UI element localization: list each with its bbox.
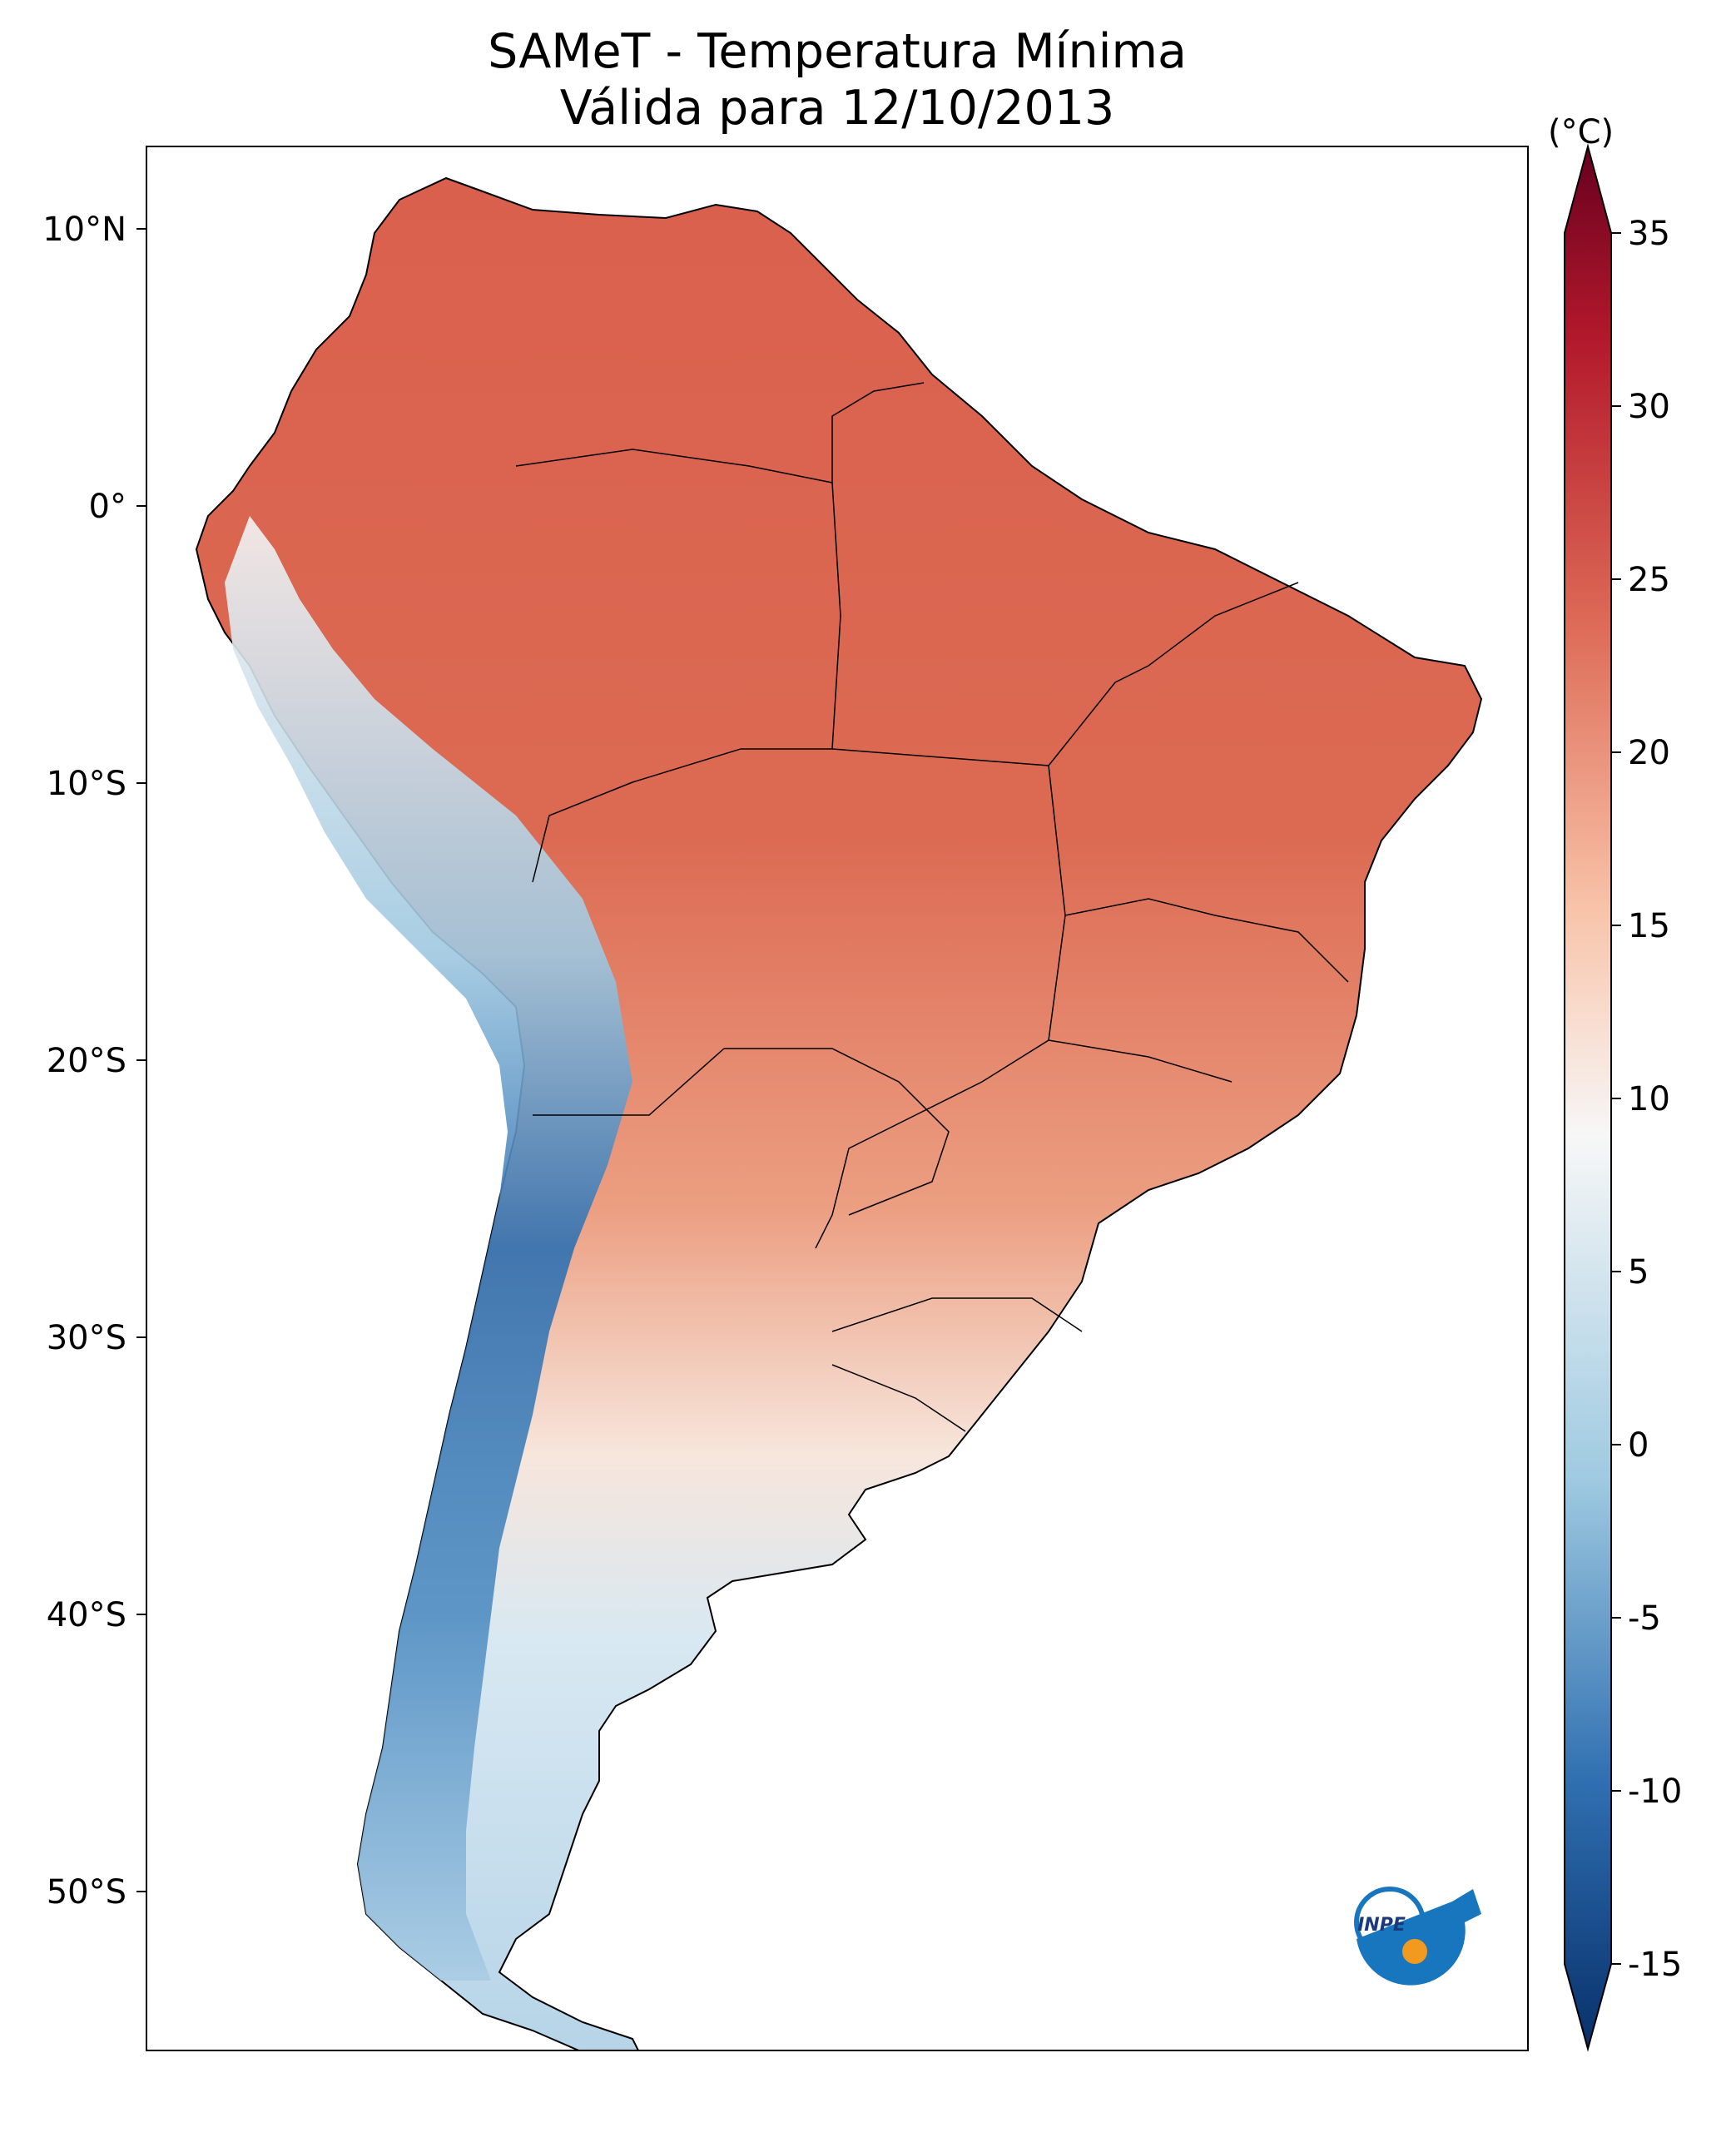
colorbar-unit: (°C) — [1548, 113, 1614, 151]
y-tick-label: 30°S — [47, 1319, 126, 1357]
y-tick-label: 10°N — [42, 211, 126, 249]
map-title: SAMeT - Temperatura Mínima Válida para 1… — [146, 23, 1528, 136]
y-tick-label: 0° — [89, 488, 126, 526]
axis-ticks: 80°W70°W60°W50°W40°W10°N0°10°S20°S30°S40… — [42, 211, 146, 1912]
colorbar-tick-label: -15 — [1628, 1946, 1682, 1984]
colorbar-tick-label: 15 — [1628, 907, 1670, 945]
plot-frame — [146, 146, 1529, 2051]
inpe-logo-text: INPE — [1357, 1915, 1406, 1936]
colorbar-tick-label: -10 — [1628, 1773, 1682, 1811]
title-line-2: Válida para 12/10/2013 — [559, 81, 1115, 136]
colorbar: (°C) 35 30 25 20 15 10 5 0 -5 -10 -15 — [1548, 113, 1682, 2052]
colorbar-tick-label: 25 — [1628, 561, 1670, 599]
colorbar-tick-label: 20 — [1628, 734, 1670, 772]
inpe-logo: INPE — [1354, 1887, 1481, 1986]
title-line-1: SAMeT - Temperatura Mínima — [488, 24, 1187, 79]
colorbar-tick-label: 10 — [1628, 1080, 1670, 1118]
map-area: INPE 21992222222425252426212624232222212… — [195, 176, 1483, 2050]
y-tick-label: 10°S — [47, 765, 126, 803]
colorbar-tick-label: 35 — [1628, 215, 1670, 253]
y-tick-label: 40°S — [47, 1596, 126, 1634]
colorbar-tick-label: 5 — [1628, 1253, 1649, 1292]
colorbar-tick-label: -5 — [1628, 1599, 1661, 1638]
border-lines — [515, 382, 1349, 1432]
colorbar-tick-label: 30 — [1628, 388, 1670, 426]
colorbar-ticks: 35 30 25 20 15 10 5 0 -5 -10 -15 — [1611, 215, 1682, 1984]
y-tick-label: 20°S — [47, 1042, 126, 1080]
colorbar-tick-label: 0 — [1628, 1426, 1649, 1465]
colorbar-body — [1564, 143, 1612, 2052]
y-tick-label: 50°S — [47, 1873, 126, 1912]
andes-cold-band — [225, 516, 632, 1981]
